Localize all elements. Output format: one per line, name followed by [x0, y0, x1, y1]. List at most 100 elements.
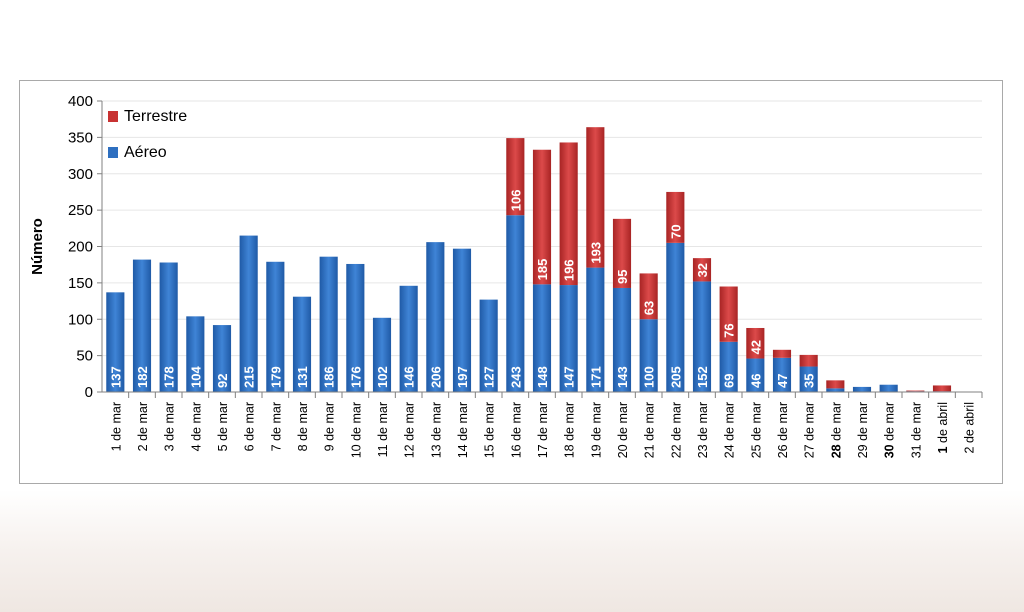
legend-swatch — [108, 147, 118, 158]
data-label-terrestre: 193 — [588, 242, 603, 264]
chart-frame: 137 182 178 104 92 215 179 131 186 176 102 146 206 19… — [19, 80, 1003, 484]
x-tick-label: 25 de mar — [749, 402, 763, 458]
bar-aereo — [266, 261, 285, 392]
bar-terrestre — [639, 273, 658, 320]
data-label-aereo: 46 — [748, 374, 763, 388]
x-tick-label: 4 de mar — [189, 402, 203, 451]
x-tick-label: 23 de mar — [696, 402, 710, 458]
data-label-aereo: 137 — [108, 366, 123, 388]
data-label-terrestre: 70 — [668, 224, 683, 238]
bar-aereo — [879, 384, 898, 392]
data-label-aereo: 243 — [508, 366, 523, 388]
y-tick-label: 300 — [68, 166, 93, 183]
bar-aereo — [532, 284, 552, 392]
bar-terrestre — [692, 258, 712, 282]
x-tick-label: 20 de mar — [616, 402, 630, 458]
data-label-aereo: 148 — [535, 366, 550, 388]
x-tick-label: 15 de mar — [483, 402, 497, 458]
x-tick-label: 2 de mar — [136, 402, 150, 451]
bar-aereo — [106, 292, 125, 392]
bar-terrestre — [612, 218, 632, 288]
y-tick-label: 50 — [76, 348, 93, 365]
x-tick-label: 21 de mar — [643, 402, 657, 458]
x-tick-label: 30 de mar — [883, 402, 897, 458]
bar-aereo — [772, 357, 792, 392]
data-label-aereo: 35 — [802, 374, 817, 388]
data-label-terrestre: 32 — [695, 263, 710, 277]
y-tick-label: 200 — [68, 239, 93, 256]
data-label-aereo: 69 — [722, 374, 737, 388]
bar-terrestre — [932, 385, 952, 392]
bar-aereo — [559, 285, 578, 392]
x-tick-label: 17 de mar — [536, 402, 550, 458]
y-tick-label: 350 — [68, 129, 93, 146]
bar-aereo — [319, 256, 338, 392]
y-tick-label: 250 — [68, 202, 93, 219]
data-label-terrestre: 196 — [562, 259, 577, 281]
data-label-aereo: 102 — [375, 366, 390, 388]
axes: 0 50 100 150 200 250 300 350 400 1 de mar 2 de mar… — [68, 93, 983, 458]
bar-aereo — [292, 296, 312, 392]
x-tick-label: 26 de mar — [776, 402, 790, 458]
data-label-aereo: 104 — [188, 366, 203, 388]
bar-aereo — [586, 267, 605, 392]
x-tick-label: 2 de abril — [963, 402, 977, 453]
x-tick-label: 18 de mar — [563, 402, 577, 458]
data-label-aereo: 182 — [135, 366, 150, 388]
data-label-terrestre: 185 — [535, 259, 550, 281]
data-label-aereo: 171 — [588, 366, 603, 388]
y-tick-label: 150 — [68, 275, 93, 292]
x-tick-label: 1 de mar — [109, 402, 123, 451]
y-tick-label: 0 — [85, 384, 93, 401]
bar-aereo — [372, 317, 392, 392]
bar-terrestre — [826, 380, 845, 389]
legend-swatch — [108, 111, 118, 122]
bar-aereo — [852, 386, 872, 392]
bar-aereo — [826, 388, 845, 392]
data-label-aereo: 176 — [348, 366, 363, 388]
x-tick-label: 5 de mar — [216, 402, 230, 451]
y-tick-label: 100 — [68, 311, 93, 328]
bar-aereo — [639, 319, 658, 392]
x-tick-label: 27 de mar — [803, 402, 817, 458]
bar-aereo — [612, 287, 632, 392]
x-tick-label: 6 de mar — [243, 402, 257, 451]
data-label-aereo: 92 — [215, 374, 230, 388]
data-label-terrestre: 63 — [642, 301, 657, 315]
bar-aereo — [239, 235, 258, 392]
data-label-aereo: 179 — [268, 366, 283, 388]
bars — [106, 127, 952, 392]
x-tick-label: 9 de mar — [323, 402, 337, 451]
y-tick-label: 400 — [68, 93, 93, 110]
data-label-aereo: 100 — [642, 366, 657, 388]
bar-aereo — [746, 358, 765, 392]
data-label-terrestre: 95 — [615, 269, 630, 283]
bar-aereo — [212, 325, 232, 392]
bar-aereo — [799, 366, 818, 392]
data-label-terrestre: 42 — [748, 340, 763, 354]
bar-terrestre — [906, 390, 925, 392]
data-labels: 137 182 178 104 92 215 179 131 186 176 102 146 206 19… — [108, 190, 816, 388]
bar-terrestre — [532, 149, 552, 285]
x-tick-label: 29 de mar — [856, 402, 870, 458]
x-tick-label: 31 de mar — [909, 402, 923, 458]
data-label-terrestre: 106 — [508, 190, 523, 212]
bar-aereo — [719, 341, 738, 392]
data-label-aereo: 143 — [615, 366, 630, 388]
x-tick-label: 7 de mar — [269, 402, 283, 451]
bar-aereo — [159, 262, 178, 392]
data-label-aereo: 186 — [322, 366, 337, 388]
bar-terrestre — [506, 138, 525, 216]
bar-aereo — [692, 281, 712, 392]
x-tick-label: 22 de mar — [669, 402, 683, 458]
legend: Terrestre Aéreo — [108, 108, 187, 161]
data-label-aereo: 205 — [668, 366, 683, 388]
bar-aereo — [426, 242, 445, 392]
x-tick-label: 24 de mar — [723, 402, 737, 458]
partial-caption-text — [40, 0, 740, 5]
data-label-aereo: 178 — [162, 366, 177, 388]
data-label-aereo: 215 — [242, 366, 257, 388]
data-label-aereo: 197 — [455, 366, 470, 388]
stacked-bar-chart: 137 182 178 104 92 215 179 131 186 176 102 146 206 19… — [29, 93, 983, 458]
legend-label: Aéreo — [124, 144, 167, 161]
